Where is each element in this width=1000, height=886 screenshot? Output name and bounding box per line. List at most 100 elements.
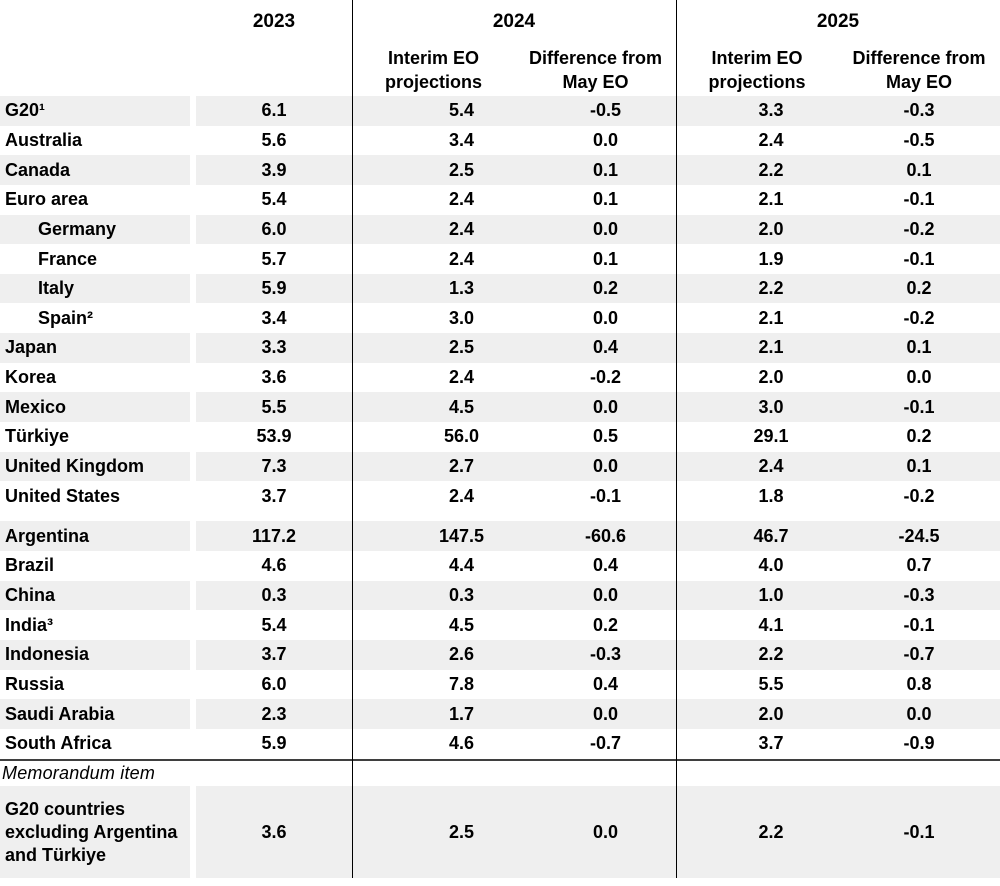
value-2025-interim: 3.3 — [676, 96, 838, 126]
table-row: Korea 3.6 2.4 -0.2 2.0 0.0 — [0, 363, 1000, 393]
value-2024-difference: 0.0 — [592, 307, 619, 328]
value-2025-difference: -0.5 — [903, 129, 935, 150]
value-2024-difference: 0.0 — [515, 580, 676, 611]
value-2023: 3.9 — [196, 155, 352, 185]
value-2023: 4.6 — [261, 555, 287, 576]
value-2025-difference: -0.2 — [903, 307, 935, 328]
column-divider-2024-2025 — [675, 0, 677, 878]
value-2023: 3.6 — [196, 786, 352, 879]
table-row: Japan 3.3 2.5 0.4 2.1 0.1 — [0, 333, 1000, 363]
value-2024-interim: 2.6 — [352, 639, 515, 670]
value-2024-difference: 0.1 — [515, 155, 676, 185]
value-2025-difference: -0.3 — [838, 580, 1000, 611]
value-2023: 7.3 — [196, 451, 352, 482]
value-2024-interim: 5.4 — [352, 96, 515, 126]
subheader-2025-interim: Interim EO projections — [708, 48, 806, 92]
value-2024-difference: 0.1 — [592, 248, 619, 269]
value-2024-interim: 56.0 — [443, 426, 480, 447]
value-2024-difference: 0.1 — [592, 189, 619, 210]
value-2025-interim: 4.0 — [758, 555, 784, 576]
country-label: Spain² — [38, 307, 94, 328]
subheader-2025-difference: Difference from May EO — [852, 48, 986, 92]
table-row: Spain² 3.4 3.0 0.0 2.1 -0.2 — [0, 303, 1000, 333]
emerging-economies-rows: Argentina 117.2 147.5 -60.6 46.7 -24.5 B… — [0, 521, 1000, 758]
value-2024-difference: 0.0 — [515, 699, 676, 729]
column-divider-2023-2024 — [351, 0, 353, 878]
country-label: China — [0, 580, 190, 611]
value-2025-difference: 0.7 — [906, 555, 932, 576]
value-2025-interim: 2.2 — [676, 639, 838, 670]
table-row: Türkiye 53.9 56.0 0.5 29.1 0.2 — [0, 422, 1000, 452]
advanced-economies-rows: G20¹ 6.1 5.4 -0.5 3.3 -0.3 Australia 5.6… — [0, 96, 1000, 511]
table-row: Brazil 4.6 4.4 0.4 4.0 0.7 — [0, 551, 1000, 581]
col-header-2023: 2023 — [252, 11, 296, 32]
table-row: Saudi Arabia 2.3 1.7 0.0 2.0 0.0 — [0, 699, 1000, 729]
value-2024-interim: 4.6 — [448, 733, 475, 754]
value-2024-difference: 0.0 — [515, 451, 676, 482]
country-label: Korea — [5, 367, 57, 388]
value-2025-difference: -0.2 — [838, 214, 1000, 245]
value-2025-interim: 2.2 — [676, 273, 838, 304]
value-2025-interim: 2.4 — [676, 451, 838, 482]
country-label: Brazil — [5, 555, 55, 576]
country-label: Euro area — [5, 189, 89, 210]
table-row: China 0.3 0.3 0.0 1.0 -0.3 — [0, 580, 1000, 611]
memorandum-row: G20 countries excluding Argentina and Tü… — [0, 786, 1000, 879]
value-2024-interim: 2.4 — [448, 367, 475, 388]
value-2024-interim: 0.3 — [352, 580, 515, 611]
value-2023: 53.9 — [256, 426, 292, 447]
value-2024-interim: 3.0 — [448, 307, 475, 328]
value-2024-difference: 0.0 — [592, 129, 619, 150]
value-2025-difference: -0.1 — [903, 248, 935, 269]
table-row: Mexico 5.5 4.5 0.0 3.0 -0.1 — [0, 392, 1000, 423]
value-2025-difference: -24.5 — [838, 521, 1000, 551]
memorandum-separator-line — [0, 758, 1000, 761]
value-2024-interim: 2.4 — [448, 485, 475, 506]
value-2024-interim: 2.5 — [352, 155, 515, 185]
value-2025-interim: 29.1 — [753, 426, 789, 447]
table-row: Russia 6.0 7.8 0.4 5.5 0.8 — [0, 670, 1000, 700]
country-label: United Kingdom — [0, 451, 190, 482]
value-2024-interim: 2.5 — [352, 786, 515, 879]
value-2025-interim: 2.1 — [676, 333, 838, 363]
value-2025-interim: 2.1 — [758, 189, 784, 210]
value-2025-difference: 0.0 — [906, 367, 932, 388]
table-row: Canada 3.9 2.5 0.1 2.2 0.1 — [0, 155, 1000, 185]
subheader-2024-difference: Difference from May EO — [528, 48, 663, 92]
value-2024-interim: 3.4 — [448, 129, 475, 150]
value-2025-interim: 2.1 — [758, 307, 784, 328]
value-2024-difference: -0.5 — [515, 96, 676, 126]
value-2025-difference: -0.7 — [838, 639, 1000, 670]
country-label: Mexico — [0, 392, 190, 423]
country-label: Germany — [0, 214, 190, 245]
value-2024-difference: 0.5 — [592, 426, 619, 447]
table-row: India³ 5.4 4.5 0.2 4.1 -0.1 — [0, 610, 1000, 640]
value-2024-difference: -0.3 — [515, 639, 676, 670]
value-2025-interim: 3.7 — [758, 733, 784, 754]
value-2023: 3.6 — [261, 367, 287, 388]
value-2025-interim: 2.4 — [758, 129, 784, 150]
value-2025-interim: 2.0 — [758, 367, 784, 388]
value-2024-interim: 7.8 — [448, 673, 475, 694]
value-2025-difference: -0.9 — [903, 733, 935, 754]
value-2023: 3.3 — [196, 333, 352, 363]
value-2025-interim: 2.0 — [676, 699, 838, 729]
value-2024-difference: 0.4 — [592, 673, 619, 694]
value-2025-interim: 1.9 — [758, 248, 784, 269]
value-2025-difference: 0.1 — [838, 451, 1000, 482]
value-2023: 3.4 — [261, 307, 287, 328]
memorandum-section-label: Memorandum item — [2, 763, 156, 784]
table-row: United Kingdom 7.3 2.7 0.0 2.4 0.1 — [0, 451, 1000, 482]
country-label: Indonesia — [0, 639, 190, 670]
table-row: Argentina 117.2 147.5 -60.6 46.7 -24.5 — [0, 521, 1000, 551]
value-2025-difference: 0.2 — [838, 273, 1000, 304]
value-2025-difference: -0.1 — [838, 392, 1000, 423]
memorandum-row-label: G20 countries excluding Argentina and Tü… — [0, 786, 190, 879]
value-2023: 5.5 — [196, 392, 352, 423]
value-2024-difference: -0.7 — [589, 733, 622, 754]
value-2023: 5.4 — [261, 614, 287, 635]
value-2025-difference: -0.1 — [903, 614, 935, 635]
value-2024-interim: 2.7 — [352, 451, 515, 482]
col-header-2025: 2025 — [816, 11, 860, 32]
